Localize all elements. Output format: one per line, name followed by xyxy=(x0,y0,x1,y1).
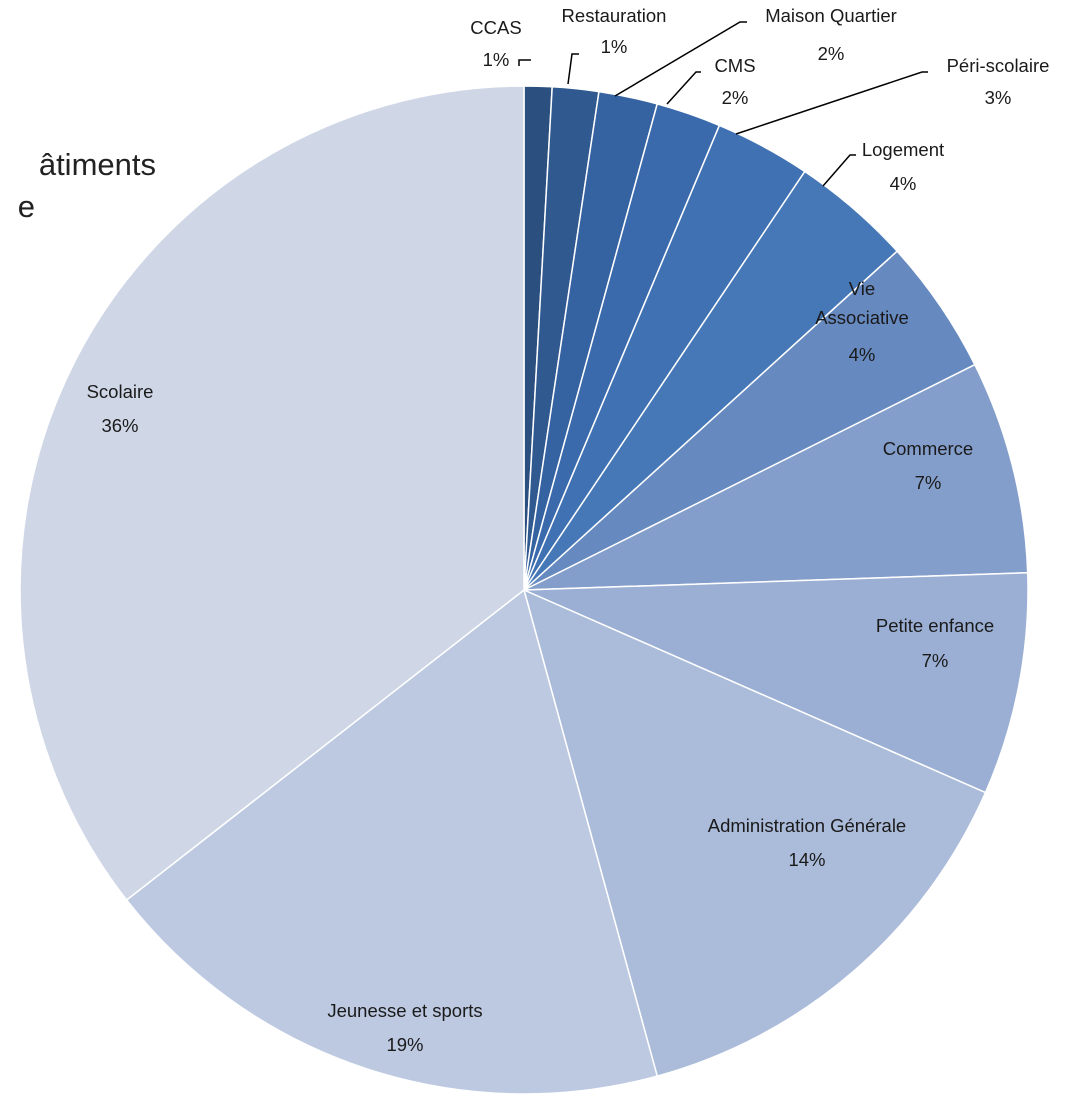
slice-percent-restauration: 1% xyxy=(601,36,628,57)
slice-label-administration-generale: Administration Générale xyxy=(708,815,906,836)
pie-slice-scolaire xyxy=(19,85,525,902)
slice-percent-petite-enfance: 7% xyxy=(922,650,949,671)
slice-percent-scolaire: 36% xyxy=(101,415,138,436)
slice-label-restauration: Restauration xyxy=(562,5,667,26)
pie-slice-jeunesse-et-sports xyxy=(125,588,659,1095)
slice-label-petite-enfance: Petite enfance xyxy=(876,615,994,636)
slice-percent-vie-associative: 4% xyxy=(849,344,876,365)
pie-slice-administration-generale xyxy=(522,588,987,1077)
leader-line-ccas xyxy=(518,59,531,66)
slice-percent-commerce: 7% xyxy=(915,472,942,493)
slice-label-ccas: CCAS xyxy=(470,17,521,38)
slice-percent-peri-scolaire: 3% xyxy=(985,87,1012,108)
slice-label-scolaire: Scolaire xyxy=(87,381,154,402)
leader-line-logement xyxy=(822,154,856,187)
slice-label-peri-scolaire: Péri-scolaire xyxy=(947,55,1050,76)
chart-title-fragment-1: âtiments xyxy=(38,149,156,180)
slice-percent-jeunesse-et-sports: 19% xyxy=(386,1034,423,1055)
slice-percent-maison-quartier: 2% xyxy=(818,43,845,64)
pie-slice-commerce xyxy=(523,363,1029,591)
slice-label-commerce: Commerce xyxy=(883,438,973,459)
leader-lines xyxy=(518,21,928,187)
slice-percent-logement: 4% xyxy=(890,173,917,194)
leader-line-restauration xyxy=(567,53,579,85)
slice-label-vie-associative-line2: Associative xyxy=(815,307,909,328)
slice-labels: CCAS 1% Restauration 1% Maison Quartier 2% CMS… xyxy=(87,5,1050,1055)
slice-label-vie-associative-line1: Vie xyxy=(849,278,875,299)
leader-line-cms xyxy=(666,71,701,105)
slice-label-logement: Logement xyxy=(862,139,944,160)
slice-percent-ccas: 1% xyxy=(483,49,510,70)
slice-percent-cms: 2% xyxy=(722,87,749,108)
slice-label-jeunesse-et-sports: Jeunesse et sports xyxy=(327,1000,482,1021)
pie-slice-petite-enfance xyxy=(523,571,1029,794)
chart-title-fragment-2: e xyxy=(17,191,35,222)
leader-line-peri-scolaire xyxy=(735,71,928,135)
slice-percent-administration-generale: 14% xyxy=(788,849,825,870)
slice-label-maison-quartier: Maison Quartier xyxy=(765,5,897,26)
pie-slices xyxy=(19,85,1029,1095)
slice-label-cms: CMS xyxy=(714,55,755,76)
leader-line-maison-quartier xyxy=(614,21,747,97)
